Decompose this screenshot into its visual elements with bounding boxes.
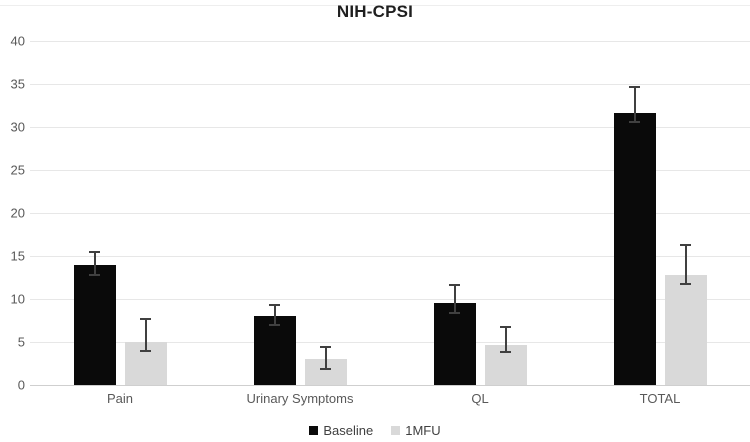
legend-item-baseline: Baseline — [309, 423, 373, 438]
plot-area — [30, 40, 750, 386]
y-gridline — [30, 83, 750, 85]
category-label-ql: QL — [471, 391, 489, 406]
bar-baseline-total — [613, 113, 656, 385]
error-bar-cap — [269, 304, 280, 307]
error-bar — [633, 86, 636, 122]
error-bar — [684, 244, 687, 284]
category-label-pain: Pain — [106, 391, 134, 406]
y-tick-label: 10 — [10, 291, 25, 307]
error-bar-cap — [140, 317, 151, 320]
error-bar-cap — [629, 85, 640, 88]
y-tick-label: 15 — [10, 248, 25, 264]
legend-swatch-icon — [309, 425, 319, 435]
y-axis: 0 5 10 15 20 25 30 35 40 — [0, 34, 25, 393]
y-gridline — [30, 212, 750, 214]
bar-1mfu-total — [664, 274, 707, 385]
y-tick-label: 30 — [10, 119, 25, 135]
error-bar-cap — [269, 323, 280, 326]
error-bar — [273, 305, 276, 325]
y-gridline — [30, 126, 750, 128]
x-axis-line — [30, 384, 750, 386]
y-tick-label: 0 — [17, 377, 25, 393]
error-bar-cap — [89, 250, 100, 253]
error-bar-cap — [629, 120, 640, 123]
legend-label: Baseline — [323, 422, 374, 438]
legend-label: 1MFU — [405, 422, 441, 438]
legend-item-1mfu: 1MFU — [391, 422, 441, 438]
error-bar — [144, 318, 147, 351]
y-tick-label: 35 — [10, 76, 25, 92]
error-bar — [453, 285, 456, 313]
error-bar-cap — [320, 367, 331, 370]
error-bar-cap — [680, 243, 691, 246]
error-bar-cap — [320, 346, 331, 349]
y-tick-label: 25 — [10, 162, 25, 178]
y-gridline — [30, 169, 750, 171]
bar-baseline-pain — [73, 264, 116, 385]
y-gridline — [30, 40, 750, 42]
y-tick-label: 40 — [10, 33, 25, 49]
error-bar-cap — [680, 282, 691, 285]
error-bar — [93, 251, 96, 275]
error-bar — [324, 347, 327, 369]
category-label-total: TOTAL — [639, 391, 681, 406]
error-bar-cap — [500, 351, 511, 354]
y-gridline — [30, 298, 750, 300]
error-bar-cap — [449, 311, 460, 314]
legend: Baseline 1MFU — [0, 421, 750, 439]
x-axis: Pain Urinary Symptoms QL TOTAL — [30, 391, 750, 409]
y-gridline — [30, 255, 750, 257]
bar-baseline-ql — [433, 303, 476, 385]
chart-title: NIH-CPSI — [336, 2, 414, 21]
y-tick-label: 5 — [17, 334, 25, 350]
error-bar-cap — [89, 273, 100, 276]
category-label-urinary-symptoms: Urinary Symptoms — [246, 391, 354, 406]
y-gridline — [30, 341, 750, 343]
error-bar — [504, 326, 507, 353]
y-tick-label: 20 — [10, 205, 25, 221]
error-bar-cap — [449, 284, 460, 287]
error-bar-cap — [140, 349, 151, 352]
error-bar-cap — [500, 325, 511, 328]
figure-top-border — [0, 5, 750, 6]
legend-swatch-icon — [391, 425, 401, 435]
bar-baseline-urinary-symptoms — [253, 316, 296, 385]
